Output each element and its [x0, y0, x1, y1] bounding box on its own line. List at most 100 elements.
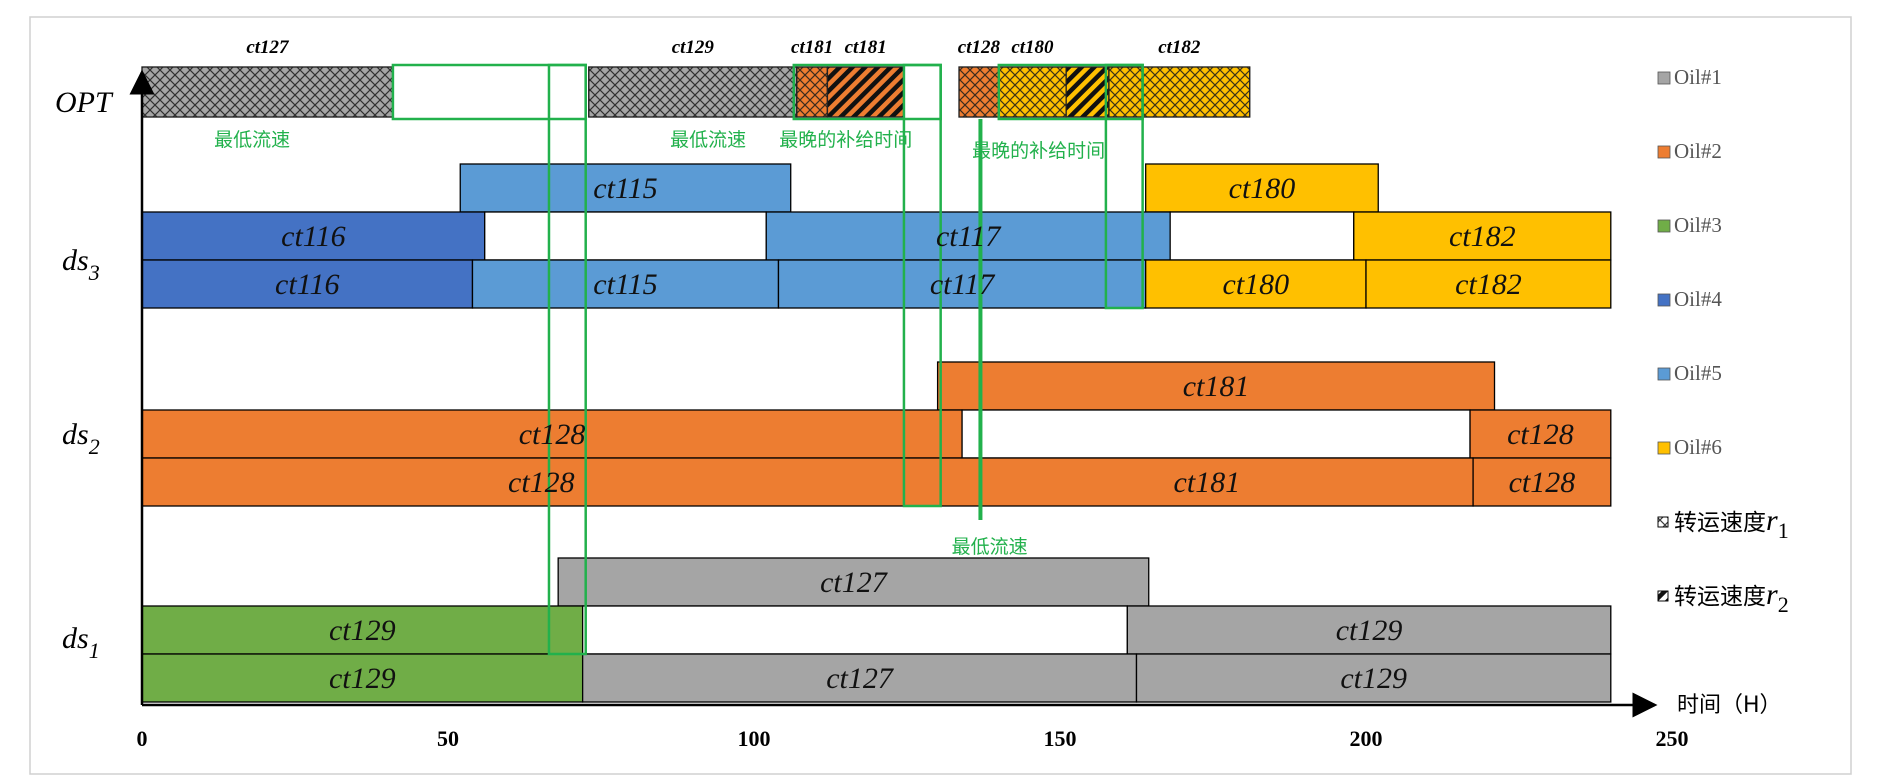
legend-subscript: 2 [1778, 592, 1789, 617]
legend: Oil#1Oil#2Oil#3Oil#4Oil#5Oil#6转运速度r1转运速度… [1657, 65, 1789, 617]
legend-swatch [1657, 219, 1671, 233]
tank-bar-ds2-2-1 [940, 457, 1474, 507]
annotation-text-1: 最低流速 [670, 129, 746, 151]
tank-bar-ds3-2-4 [1365, 259, 1612, 309]
row-label-ds1-base: ds [62, 622, 89, 655]
opt-bar-label: ct181 [791, 37, 833, 58]
tank-bar-label: ct128 [1507, 418, 1574, 451]
tank-bar-label: ct129 [329, 614, 396, 647]
tank-bar-ds2-2-0 [141, 457, 942, 507]
annotation-box-3 [902, 63, 942, 508]
legend-label: Oil#5 [1674, 361, 1722, 385]
legend-label-text: 转运速度 [1674, 584, 1766, 610]
tank-bar-label: ct129 [1340, 662, 1407, 695]
legend-item-7: 转运速度r2 [1657, 578, 1789, 617]
opt-bar-4 [958, 66, 1000, 118]
tank-bar-ds1-0-0 [557, 557, 1150, 607]
x-tick-0: 0 [137, 726, 148, 751]
opt-bar-6 [1065, 66, 1110, 118]
tank-bar-label: ct115 [593, 268, 657, 301]
opt-bar-pattern [1108, 66, 1251, 118]
tank-bar-label: ct180 [1223, 268, 1290, 301]
row-label-ds2-sub: 2 [89, 434, 100, 459]
tank-bar-label: ct180 [1229, 172, 1296, 205]
opt-bar-7 [1108, 66, 1251, 118]
legend-label: Oil#1 [1674, 65, 1722, 89]
opt-bar-2 [796, 66, 829, 118]
legend-item-1: Oil#2 [1657, 139, 1722, 163]
tank-bar-ds1-2-1 [581, 653, 1138, 703]
opt-bar-label: ct128 [958, 37, 1001, 58]
tank-bar-ds1-1-1 [581, 605, 1128, 655]
opt-bar-pattern [998, 66, 1067, 118]
annotation-text-2: 最晚的补给时间 [779, 129, 912, 151]
tank-bar-ds1-1-2 [1126, 605, 1612, 655]
row-label-ds3: ds3 [62, 244, 100, 285]
labels-layer: ct127 ct129 ct181 ct181 ct128 ct180 ct182 ct115… [246, 37, 1575, 695]
x-tick-100: 100 [738, 726, 771, 751]
legend-symbol: r [1766, 504, 1778, 537]
tank-bar-label: ct116 [275, 268, 339, 301]
tank-bar-label: ct129 [329, 662, 396, 695]
row-label-ds3-base: ds [62, 244, 89, 277]
tank-bar-ds3-2-0 [141, 259, 474, 309]
bars-layer [141, 66, 1612, 703]
axes-layer [129, 69, 1658, 718]
annotation-text-4: 最低流速 [952, 536, 1028, 558]
legend-pattern [1657, 516, 1669, 528]
tank-bar-ds3-1-2 [765, 211, 1171, 261]
opt-bar-label: ct127 [246, 37, 290, 58]
legend-label-text: 转运速度 [1674, 510, 1766, 536]
row-label-ds1-sub: 1 [89, 638, 100, 663]
tank-bar-label: ct117 [936, 220, 1002, 253]
tank-bar-label: ct128 [519, 418, 586, 451]
legend-item-2: Oil#3 [1657, 213, 1722, 237]
legend-item-0: Oil#1 [1657, 65, 1722, 89]
legend-label: Oil#4 [1674, 287, 1722, 311]
tank-bar-label: ct181 [1174, 466, 1241, 499]
legend-swatch [1657, 293, 1671, 307]
x-axis-title: 时间（H） [1677, 693, 1782, 718]
legend-subscript: 1 [1778, 518, 1789, 543]
opt-bar-pattern [1065, 66, 1110, 118]
legend-swatch [1657, 71, 1671, 85]
annotation-text-3: 最晚的补给时间 [972, 140, 1105, 162]
legend-symbol: r [1766, 578, 1778, 611]
row-label-ds2-base: ds [62, 418, 89, 451]
tank-bar-label: ct129 [1336, 614, 1403, 647]
legend-label: Oil#2 [1674, 139, 1722, 163]
opt-bar-pattern [588, 66, 798, 118]
annotation-box-5 [1104, 63, 1144, 310]
opt-bar-1 [588, 66, 798, 118]
tank-bar-ds2-2-2 [1472, 457, 1612, 507]
x-tick-50: 50 [437, 726, 459, 751]
legend-swatch [1657, 441, 1671, 455]
x-tick-250: 250 [1656, 726, 1689, 751]
opt-bar-label: ct180 [1011, 37, 1054, 58]
opt-bar-3 [826, 66, 905, 118]
row-label-ds2: ds2 [62, 418, 100, 459]
legend-item-3: Oil#4 [1657, 287, 1722, 311]
opt-bar-pattern [958, 66, 1000, 118]
opt-bar-pattern [826, 66, 905, 118]
x-ticks: 0 50 100 150 200 250 [137, 726, 1689, 751]
x-tick-150: 150 [1044, 726, 1077, 751]
tank-bar-label: ct127 [826, 662, 895, 695]
tank-bar-ds2-1-1 [961, 409, 1471, 459]
tank-bar-label: ct127 [820, 566, 889, 599]
legend-label: Oil#6 [1674, 435, 1722, 459]
legend-item-4: Oil#5 [1657, 361, 1722, 385]
tank-bar-label: ct115 [593, 172, 657, 205]
row-label-opt: OPT [55, 86, 114, 119]
row-label-ds1: ds1 [62, 622, 100, 663]
annotation-box-1 [547, 63, 587, 656]
legend-label: 转运速度r1 [1674, 504, 1789, 543]
opt-bar-label: ct182 [1158, 37, 1201, 58]
legend-item-5: Oil#6 [1657, 435, 1722, 459]
tank-bar-ds3-1-3 [1169, 211, 1355, 261]
annotation-text-0: 最低流速 [214, 129, 290, 151]
tank-bar-label: ct128 [508, 466, 575, 499]
legend-swatch [1657, 145, 1671, 159]
